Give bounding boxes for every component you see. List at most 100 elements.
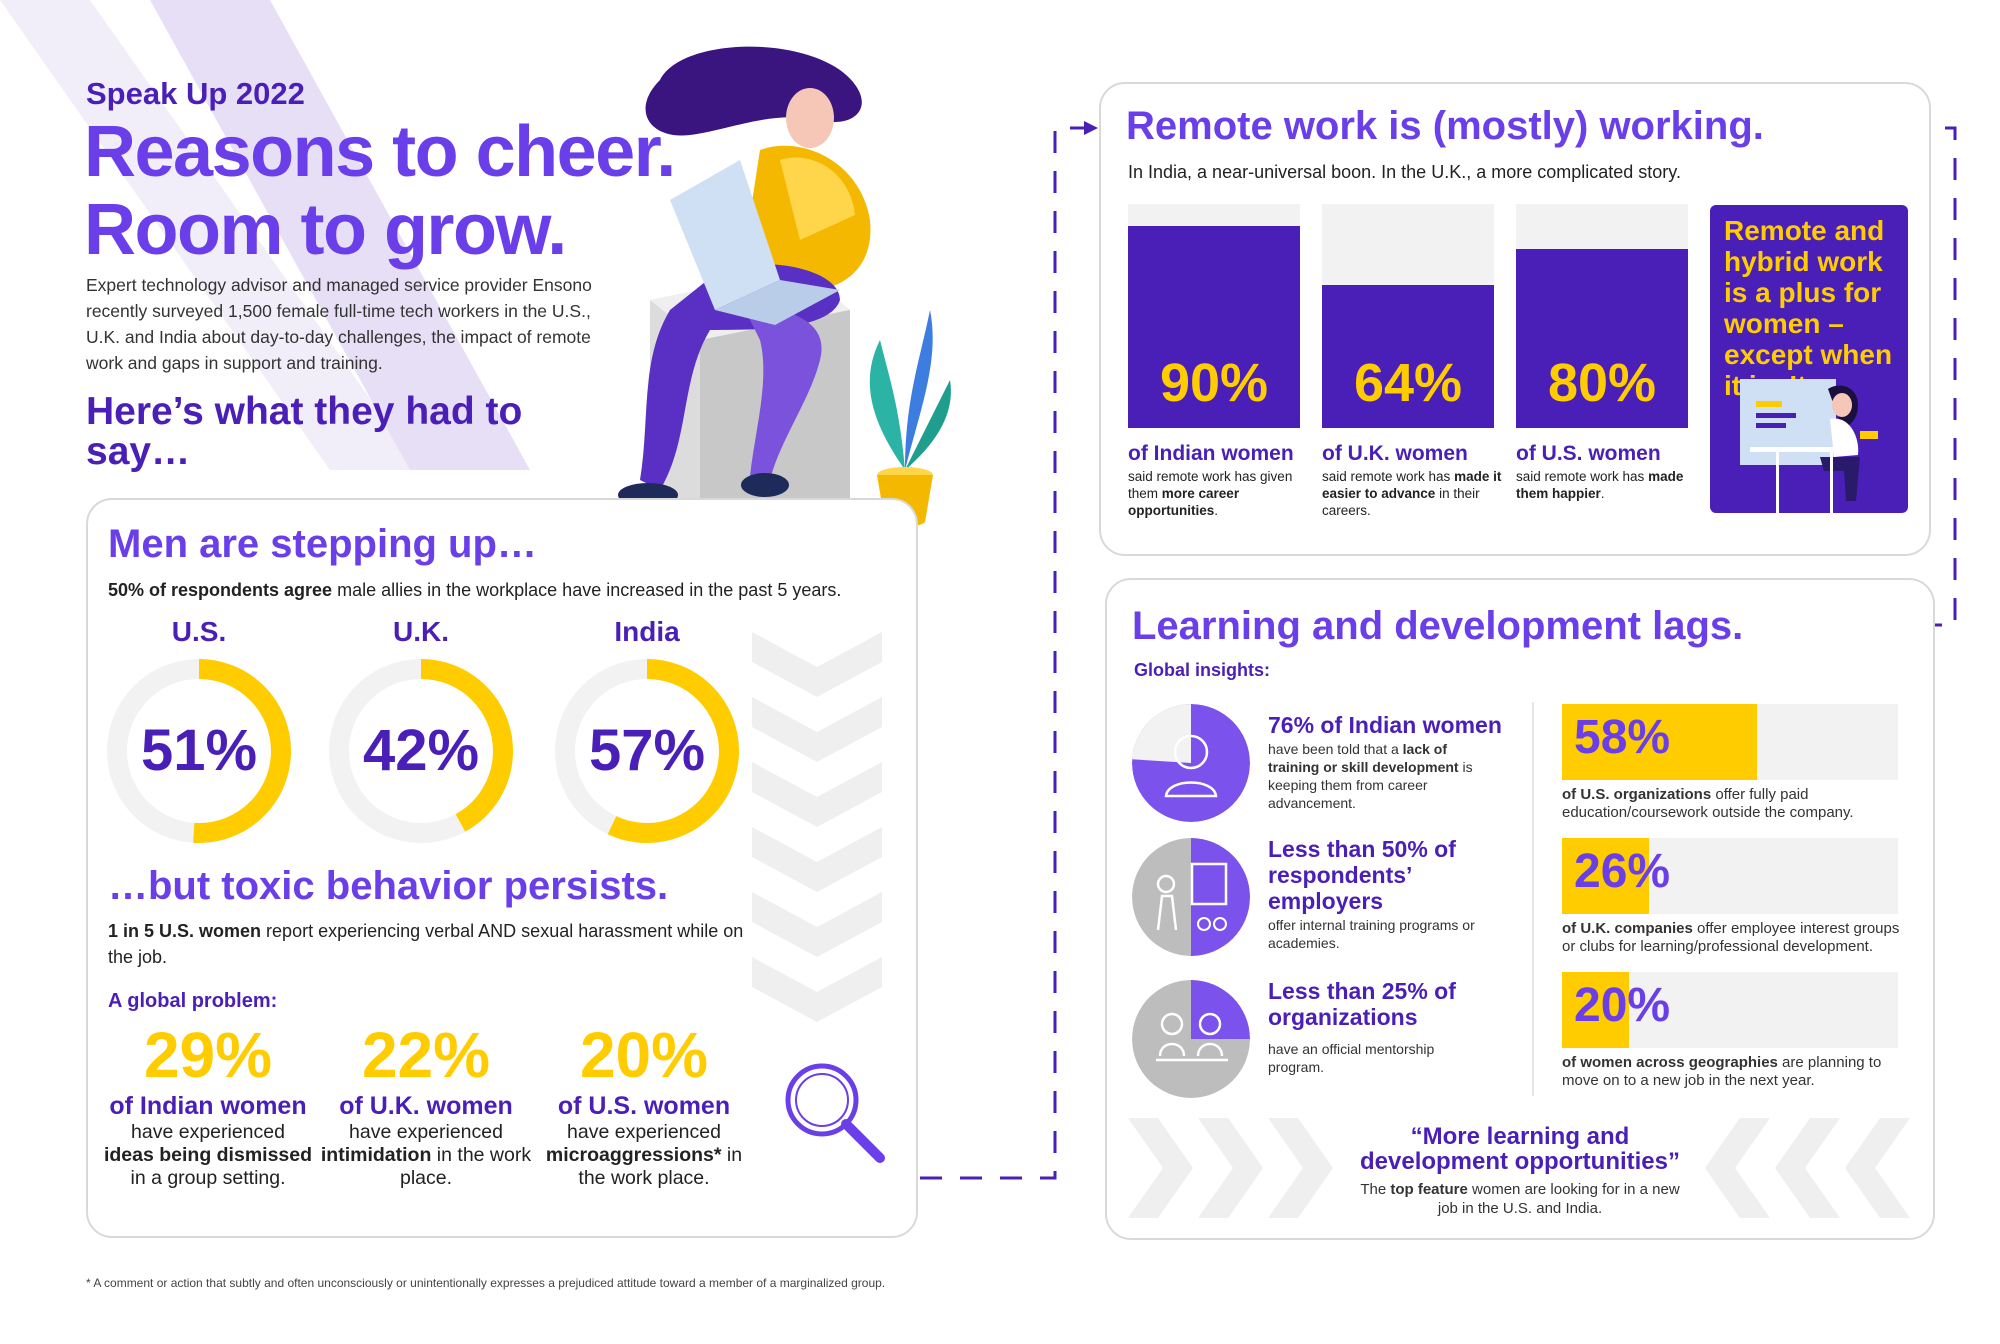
- headline: Reasons to cheer. Room to grow.: [84, 112, 676, 270]
- remote-bar-track: 90%: [1128, 204, 1300, 428]
- stat-post: in a group setting.: [130, 1167, 286, 1189]
- woman-laptop-illustration: [618, 46, 871, 530]
- remote-bar-bold: made them happier: [1516, 469, 1684, 501]
- remote-bar-post: .: [1600, 486, 1605, 501]
- stat-who: of U.S. women: [557, 1092, 731, 1120]
- insight-head: 76% of Indian women: [1268, 712, 1502, 738]
- insight-bold: lack of training or skill development: [1268, 741, 1459, 775]
- stat-pre: have experienced: [349, 1121, 503, 1143]
- learning-bar-rest: are planning to move on to a new job in …: [1562, 1054, 1882, 1089]
- remote-bar-value: 80%: [1547, 353, 1657, 413]
- chevron-right-icon: [1128, 1118, 1333, 1218]
- insight-text: have an official mentorship program.: [1268, 1041, 1435, 1075]
- donut-us: U.S. 51%: [104, 616, 294, 843]
- headline-line-1: Reasons to cheer.: [84, 112, 676, 192]
- learning-bar-bold: of U.S. organizations: [1562, 786, 1712, 803]
- toxic-lead-rest: report experiencing verbal AND sexual ha…: [108, 921, 744, 967]
- stat-value: 22%: [361, 1019, 491, 1091]
- men-lead: 50% of respondents agree male allies in …: [108, 580, 908, 601]
- woman-headset-icon: [1132, 704, 1250, 822]
- learning-bar-track: 58%: [1562, 704, 1898, 780]
- learning-bar-value: 58%: [1574, 711, 1671, 764]
- donut-ring: [107, 659, 291, 843]
- donut-value: 57%: [588, 718, 706, 783]
- donut-uk: U.K. 42%: [326, 616, 516, 843]
- insight-pre: have been told that a: [1268, 741, 1403, 757]
- learning-title: Learning and development lags.: [1132, 604, 1744, 648]
- learning-bar-rest: offer employee interest groups or clubs …: [1562, 920, 1900, 955]
- men-lead-rest: male allies in the workplace have increa…: [332, 580, 842, 600]
- stat-who: of U.K. women: [339, 1092, 513, 1120]
- donut-label: U.K.: [393, 616, 449, 647]
- remote-bar-who: of U.S. women: [1516, 442, 1661, 465]
- remote-bar-fill: [1516, 248, 1688, 428]
- learning-bar-text: of U.S. organizations offer fully paid e…: [1562, 786, 1902, 822]
- eyebrow: Speak Up 2022: [86, 76, 305, 111]
- intro-text: Expert technology advisor and managed se…: [86, 275, 592, 373]
- global-stat-india: 29% of Indian women have experienced ide…: [98, 1018, 318, 1190]
- remote-bar-who: of U.K. women: [1322, 442, 1468, 465]
- men-title: Men are stepping up…: [108, 522, 537, 566]
- stat-post: in the work place.: [578, 1144, 743, 1189]
- stat-post: in the work place.: [399, 1144, 532, 1189]
- subhead: Here’s what they had to say…: [86, 390, 523, 473]
- remote-title: Remote work is (mostly) working.: [1126, 104, 1764, 148]
- learning-bar-bold: of women across geographies: [1562, 1054, 1778, 1071]
- remote-bar-bold: made it easier to advance: [1322, 469, 1502, 501]
- donut-value: 51%: [140, 718, 258, 783]
- insight-text: have been told that a lack of training o…: [1268, 740, 1488, 812]
- quote-bold: top feature: [1390, 1181, 1468, 1198]
- donut-value: 42%: [362, 718, 480, 783]
- quote-pre: The: [1360, 1181, 1391, 1198]
- stat-pre: have experienced: [567, 1121, 721, 1143]
- mentorship-icon: [1132, 980, 1250, 1098]
- toxic-lead-bold: 1 in 5 U.S. women: [108, 921, 262, 941]
- magnifier-icon: [785, 1063, 885, 1163]
- learning-bar-rest: offer fully paid education/coursework ou…: [1562, 786, 1854, 821]
- divider: [1532, 702, 1534, 1096]
- toxic-title: …but toxic behavior persists.: [108, 864, 669, 908]
- remote-bar-bold: more career opportunities: [1128, 486, 1240, 518]
- remote-sub: In India, a near-universal boon. In the …: [1128, 162, 1681, 182]
- insight-text: offer internal training programs or acad…: [1268, 917, 1475, 951]
- remote-bar-text: said remote work has made them happier.: [1516, 468, 1706, 502]
- chevron-down-icon: [752, 632, 882, 1022]
- men-lead-bold: 50% of respondents agree: [108, 580, 333, 600]
- stat-bold: intimidation: [320, 1144, 432, 1166]
- insight-post: is keeping them from career advancement.: [1268, 759, 1473, 811]
- donut-label: India: [614, 616, 680, 647]
- learning-bar-value: 26%: [1574, 845, 1671, 898]
- insight-head: Less than 50% of respondents’ employers: [1268, 836, 1456, 914]
- learning-bar-fill: [1562, 972, 1630, 1048]
- remote-bar-value: 64%: [1353, 353, 1463, 413]
- quote: “More learning and development opportuni…: [1359, 1123, 1680, 1175]
- remote-bar-track: 64%: [1322, 204, 1494, 428]
- stat-bold: ideas being dismissed: [103, 1144, 313, 1166]
- stat-bold: microaggressions*: [545, 1144, 722, 1166]
- remote-bar-track: 80%: [1516, 204, 1688, 428]
- remote-bar-pre: said remote work has given them: [1128, 469, 1293, 501]
- remote-bar-pre: said remote work has: [1322, 469, 1455, 484]
- quote-sub: The top feature women are looking for in…: [1360, 1180, 1680, 1218]
- learning-bar-track: 20%: [1562, 972, 1898, 1048]
- learning-bar-text: of U.K. companies offer employee interes…: [1562, 920, 1902, 956]
- remote-bar-value: 90%: [1159, 353, 1269, 413]
- remote-bar-post: in their careers.: [1322, 486, 1480, 518]
- remote-bar-who: of Indian women: [1128, 442, 1294, 465]
- remote-callout: Remote and hybrid work is a plus for wom…: [1710, 205, 1908, 513]
- quote-post: women are looking for in a new job in th…: [1437, 1181, 1680, 1217]
- learning-bar-bold: of U.K. companies: [1562, 920, 1693, 937]
- stat-body: intimidation in the work place.: [316, 1144, 536, 1190]
- learning-bar-track: 26%: [1562, 838, 1898, 914]
- learning-bar-fill: [1562, 704, 1757, 780]
- woman-desk-illustration: [1740, 379, 1878, 513]
- stat-who: of Indian women: [109, 1092, 307, 1120]
- global-problem-label: A global problem:: [108, 990, 278, 1012]
- presenter-icon: [1132, 838, 1250, 956]
- headline-line-2: Room to grow.: [84, 190, 567, 270]
- insight-head: Less than 25% of organizations: [1268, 978, 1456, 1030]
- background-stripe: [0, 0, 530, 470]
- toxic-lead: 1 in 5 U.S. women report experiencing ve…: [108, 918, 748, 970]
- donut-label: U.S.: [171, 616, 227, 647]
- chevron-left-icon: [1705, 1118, 1910, 1218]
